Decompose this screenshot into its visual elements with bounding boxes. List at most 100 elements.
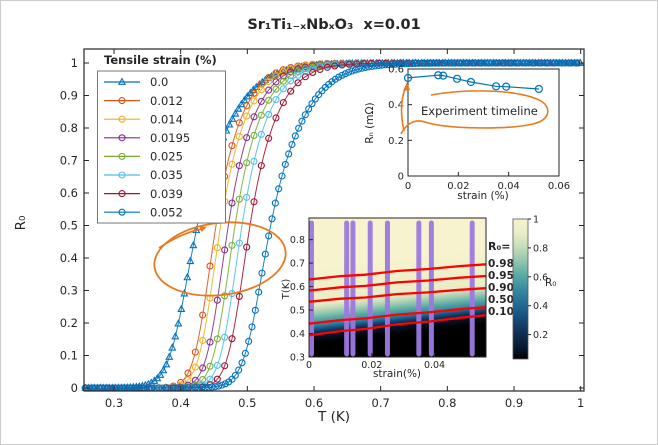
- timeline-arrow-head: [403, 82, 410, 91]
- inset2-x-tick-label: 0.02: [361, 360, 382, 371]
- x-tick-label: 0.3: [105, 396, 123, 410]
- data-marker: [272, 85, 280, 93]
- rn-data-point: [466, 77, 476, 87]
- inset2-y-tick-label: 0.4: [290, 329, 305, 340]
- rn-data-point: [403, 73, 413, 83]
- inset1-x-tick-label: 0.04: [498, 181, 520, 192]
- legend-marker-sample: [118, 190, 126, 198]
- data-marker: [241, 349, 249, 357]
- data-marker: [309, 68, 317, 76]
- y-tick-label: 0.9: [60, 89, 78, 103]
- data-marker: [408, 60, 416, 68]
- x-tick-label: 0.7: [372, 396, 390, 410]
- data-marker: [285, 150, 293, 158]
- data-marker: [245, 337, 253, 345]
- legend-item-label: 0.0: [150, 75, 168, 89]
- data-marker: [153, 373, 162, 382]
- data-marker: [213, 361, 221, 369]
- data-marker: [418, 59, 426, 67]
- data-marker: [495, 59, 503, 67]
- y-tick-label: 0.7: [60, 154, 78, 168]
- data-marker: [287, 77, 295, 85]
- inset2-y-tick-label: 0.7: [290, 259, 305, 270]
- data-marker: [388, 60, 396, 68]
- data-marker: [428, 59, 436, 67]
- data-marker: [488, 59, 496, 67]
- data-marker: [425, 59, 433, 67]
- data-marker: [431, 59, 439, 67]
- data-marker: [168, 343, 177, 351]
- data-marker: [258, 269, 266, 277]
- data-marker: [309, 65, 317, 73]
- inset1-y-tick-label: 0: [398, 172, 404, 183]
- legend-marker-sample: [118, 115, 126, 123]
- main-plot-axes: 0.3 0.4 0.5 0.6 0.7 0.8 0.9 1 0 0.1 0.2 0.3 0.4 0.5 0.…: [60, 48, 585, 410]
- data-marker: [471, 59, 479, 67]
- data-marker: [535, 59, 543, 67]
- data-marker: [451, 59, 459, 67]
- data-marker: [278, 172, 286, 180]
- data-marker: [485, 59, 493, 67]
- data-marker: [565, 59, 573, 67]
- data-marker: [518, 59, 526, 67]
- data-marker: [235, 292, 243, 300]
- data-marker: [345, 68, 353, 76]
- colorbar-tick-label: 1: [533, 215, 539, 226]
- legend-item-label: 0.0195: [150, 131, 190, 145]
- data-marker: [411, 59, 419, 68]
- data-marker: [491, 59, 499, 67]
- data-marker: [213, 335, 221, 343]
- data-marker: [316, 65, 324, 73]
- colorbar: [512, 218, 529, 360]
- data-marker: [538, 59, 546, 67]
- data-marker: [221, 246, 229, 254]
- data-marker: [331, 62, 339, 70]
- data-marker: [243, 102, 251, 110]
- y-tick-label: 0.2: [60, 316, 78, 330]
- legend-marker-sample: [118, 134, 126, 142]
- figure-title: Sr₁Ti₁₋ₓNbₓO₃ x=0.01: [247, 17, 420, 33]
- data-marker: [288, 140, 296, 149]
- data-marker: [191, 376, 199, 384]
- legend-item-0.014: 0.014: [104, 112, 183, 126]
- contour-level-label: 0.90: [488, 282, 514, 294]
- inset2-y-tick-label: 0.3: [290, 353, 305, 364]
- data-marker: [213, 296, 221, 304]
- data-marker: [375, 61, 383, 70]
- inset1-x-tick-label: 0.06: [548, 181, 570, 192]
- data-marker: [171, 332, 180, 340]
- data-marker: [338, 71, 346, 79]
- data-marker: [272, 78, 280, 86]
- data-marker: [225, 120, 234, 128]
- annotation-arrow-shaft: [158, 228, 203, 249]
- data-marker: [371, 62, 379, 70]
- data-marker: [213, 375, 221, 383]
- inset2-x-tick-label: 0.04: [424, 360, 445, 371]
- data-marker: [561, 59, 569, 67]
- y-tick-label: 1: [71, 56, 78, 70]
- data-marker: [165, 352, 174, 360]
- inset2-y-tick-label: 0.5: [290, 306, 305, 317]
- data-marker: [301, 67, 309, 75]
- data-marker: [455, 59, 463, 67]
- contour-level-label: 0.50: [488, 294, 514, 306]
- data-marker: [243, 159, 251, 167]
- legend: 0.0 0.012 0.014 0.0195 0.025 0.035 0.039 0.052: [97, 70, 226, 224]
- x-tick-label: 0.4: [172, 396, 190, 410]
- data-marker: [156, 370, 165, 378]
- inset2-yaxis-label: T(K): [281, 279, 292, 301]
- colorbar-tick-label: 0.4: [533, 301, 548, 312]
- rn-data-point: [534, 84, 543, 94]
- data-marker: [174, 319, 183, 327]
- data-marker: [257, 162, 265, 170]
- main-plot-frame: [83, 48, 585, 392]
- legend-item-0.012: 0.012: [104, 94, 183, 108]
- data-marker: [448, 59, 456, 67]
- inset1-y-tick-label: 0.6: [388, 65, 404, 76]
- data-marker: [238, 359, 246, 367]
- data-marker: [213, 244, 221, 252]
- data-marker: [250, 89, 258, 97]
- data-marker: [301, 73, 309, 81]
- data-marker: [228, 335, 236, 343]
- data-marker: [365, 63, 373, 71]
